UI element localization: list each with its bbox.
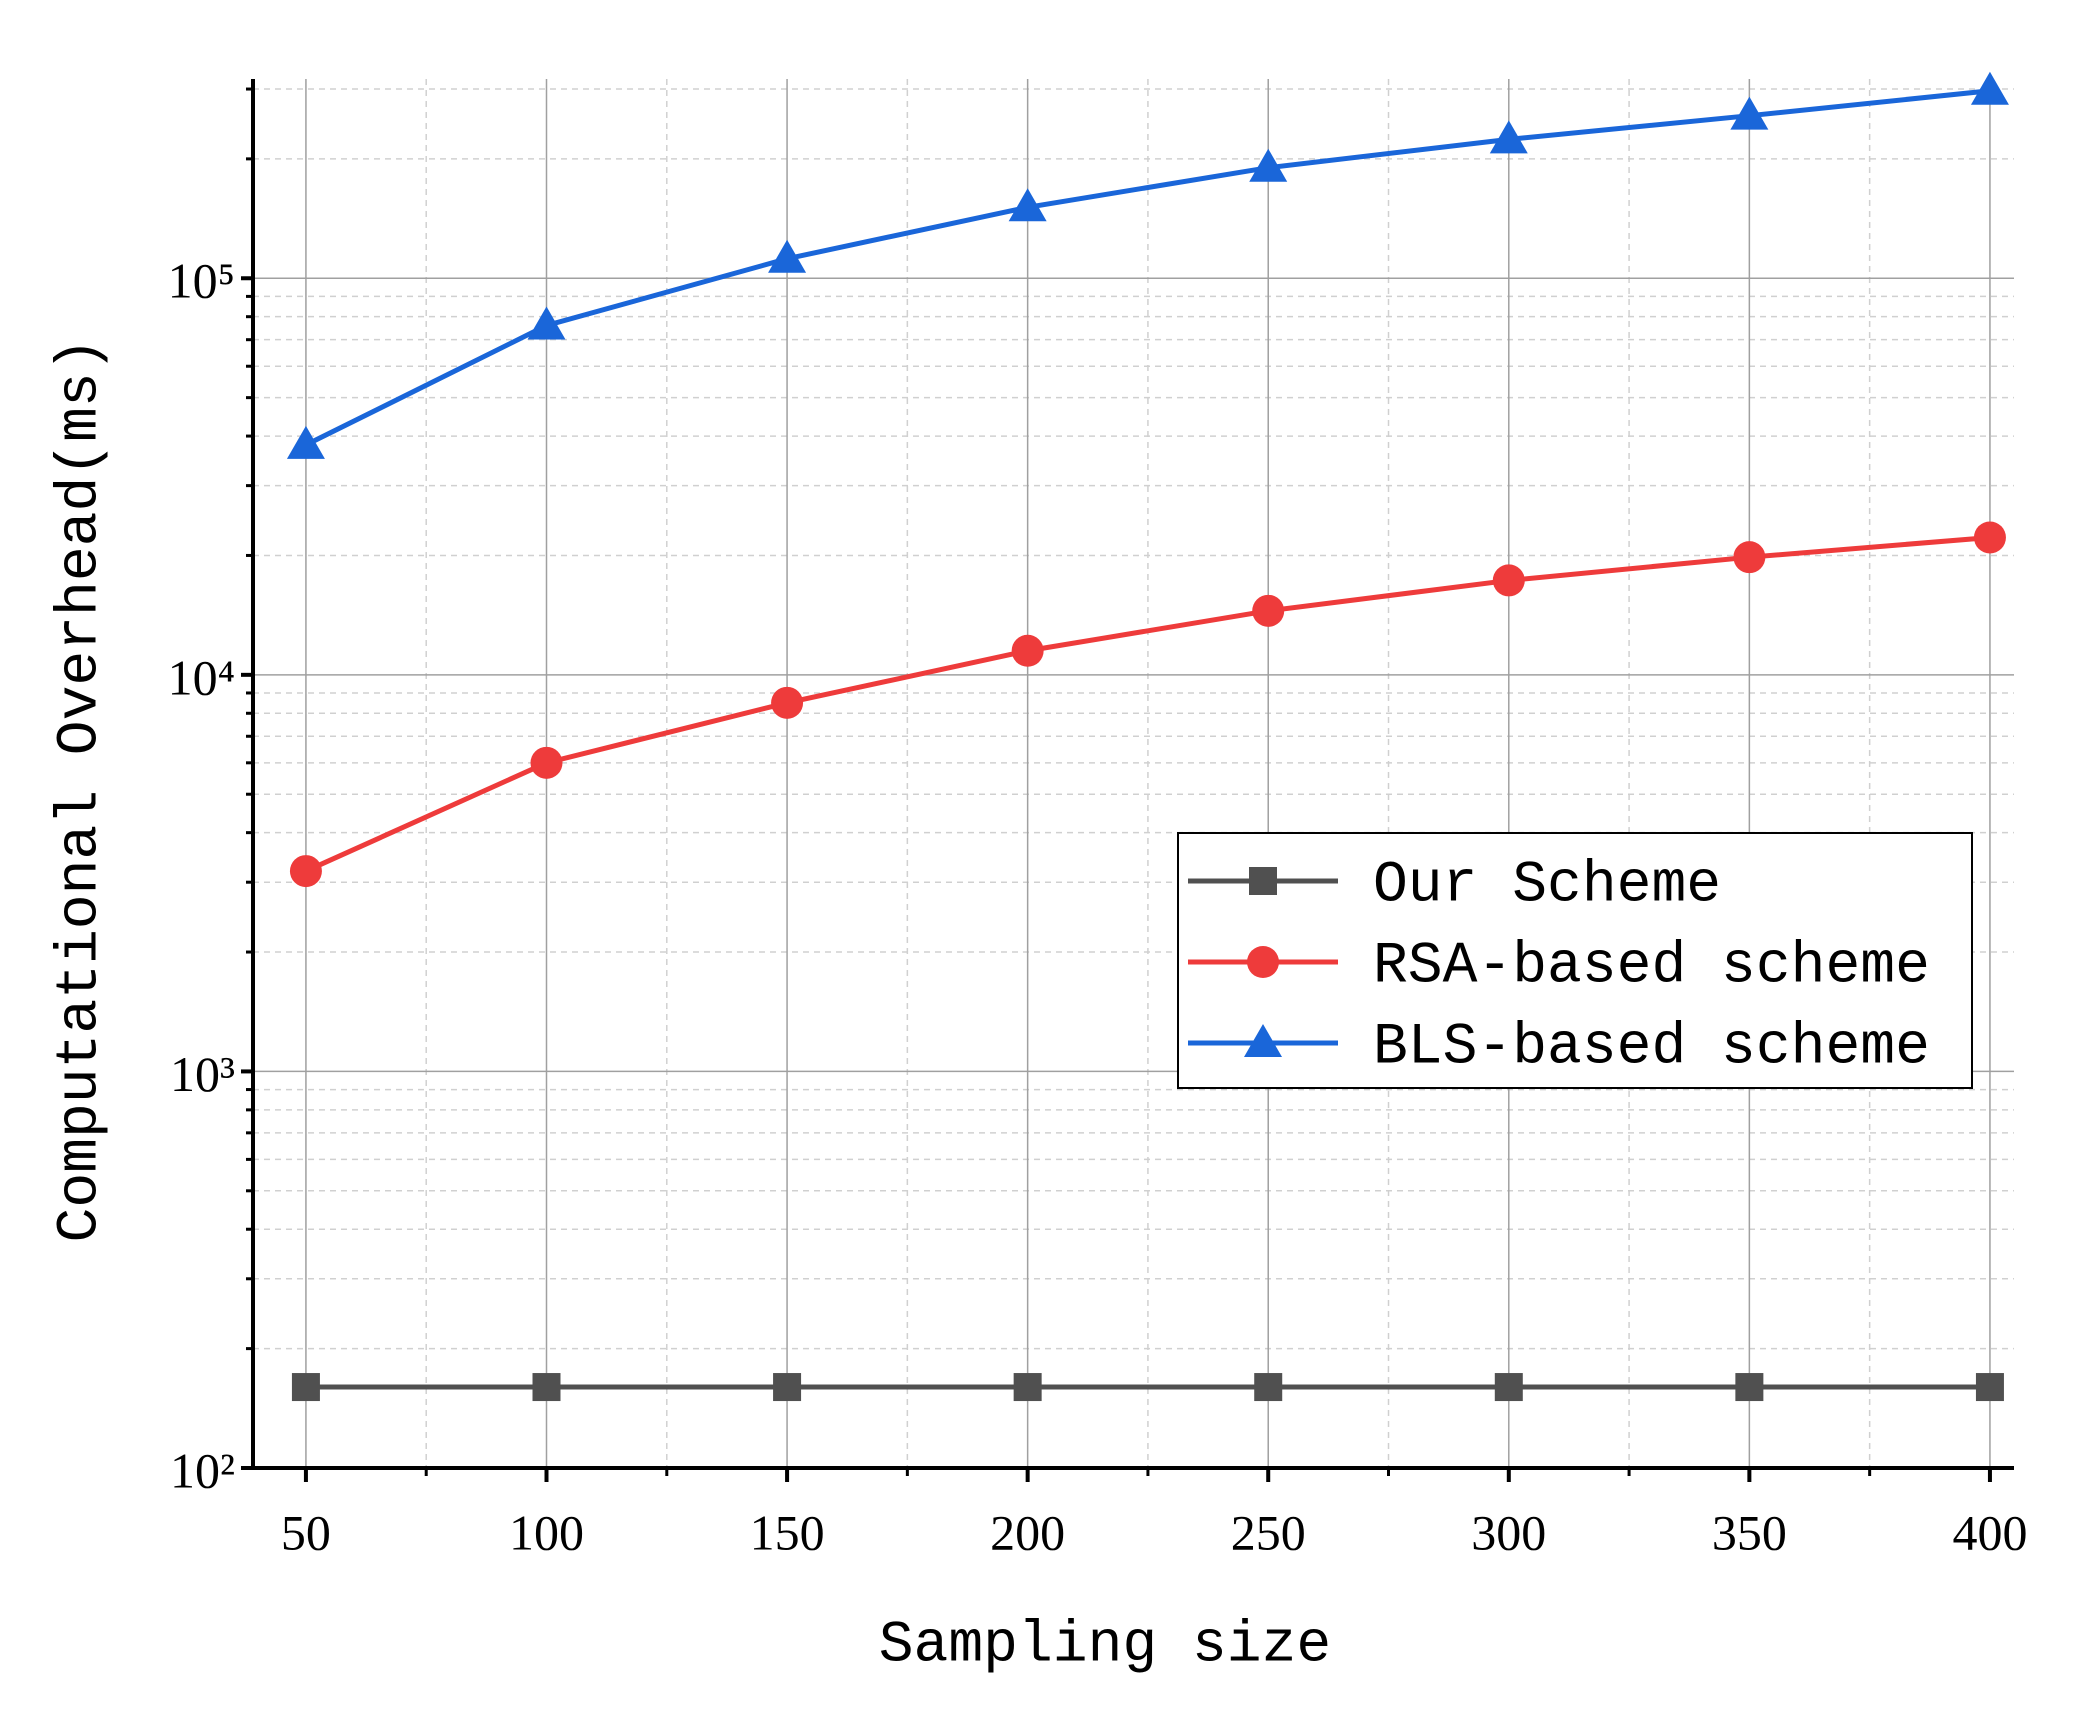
marker xyxy=(1252,594,1285,627)
x-tick-label: 250 xyxy=(1231,1504,1306,1560)
legend-label: BLS-based scheme xyxy=(1373,1015,1930,1080)
marker xyxy=(773,1373,802,1402)
series-line xyxy=(304,88,1991,448)
marker xyxy=(1492,564,1525,597)
marker xyxy=(1489,120,1528,154)
x-tick-label: 400 xyxy=(1952,1504,2027,1560)
y-tick-label: 10² xyxy=(170,1442,235,1498)
legend-label: Our Scheme xyxy=(1373,853,1721,918)
legend-label: RSA-based scheme xyxy=(1373,934,1930,999)
marker xyxy=(1735,1373,1764,1402)
x-axis-label: Sampling size xyxy=(879,1613,1331,1678)
marker xyxy=(1247,946,1279,978)
y-tick-label: 10⁴ xyxy=(168,649,235,705)
x-tick-label: 100 xyxy=(509,1504,584,1560)
x-tick-label: 350 xyxy=(1712,1504,1787,1560)
y-axis-label: Computational Overhead(ms) xyxy=(48,338,113,1243)
y-tick-label: 10³ xyxy=(170,1046,235,1102)
marker xyxy=(1011,634,1044,667)
marker xyxy=(527,306,566,340)
x-tick-label: 300 xyxy=(1471,1504,1546,1560)
series-line xyxy=(304,534,1991,874)
x-tick-label: 200 xyxy=(990,1504,1065,1560)
marker xyxy=(530,746,563,779)
marker xyxy=(1730,96,1769,130)
x-tick-label: 50 xyxy=(281,1504,331,1560)
y-tick-label: 10⁵ xyxy=(168,253,235,309)
marker xyxy=(1975,1373,2004,1402)
marker xyxy=(1244,1024,1282,1057)
marker xyxy=(1733,541,1766,574)
marker xyxy=(1013,1373,1042,1402)
marker xyxy=(1970,71,2009,105)
marker xyxy=(1494,1373,1523,1402)
marker xyxy=(286,425,325,459)
marker xyxy=(291,1373,320,1402)
marker xyxy=(289,855,322,888)
x-tick-label: 150 xyxy=(750,1504,825,1560)
marker xyxy=(1249,148,1288,182)
marker xyxy=(768,239,807,273)
marker xyxy=(771,686,804,719)
marker xyxy=(1254,1373,1283,1402)
marker xyxy=(1249,867,1277,895)
marker xyxy=(532,1373,561,1402)
marker xyxy=(1973,521,2006,554)
marker xyxy=(1008,188,1047,222)
